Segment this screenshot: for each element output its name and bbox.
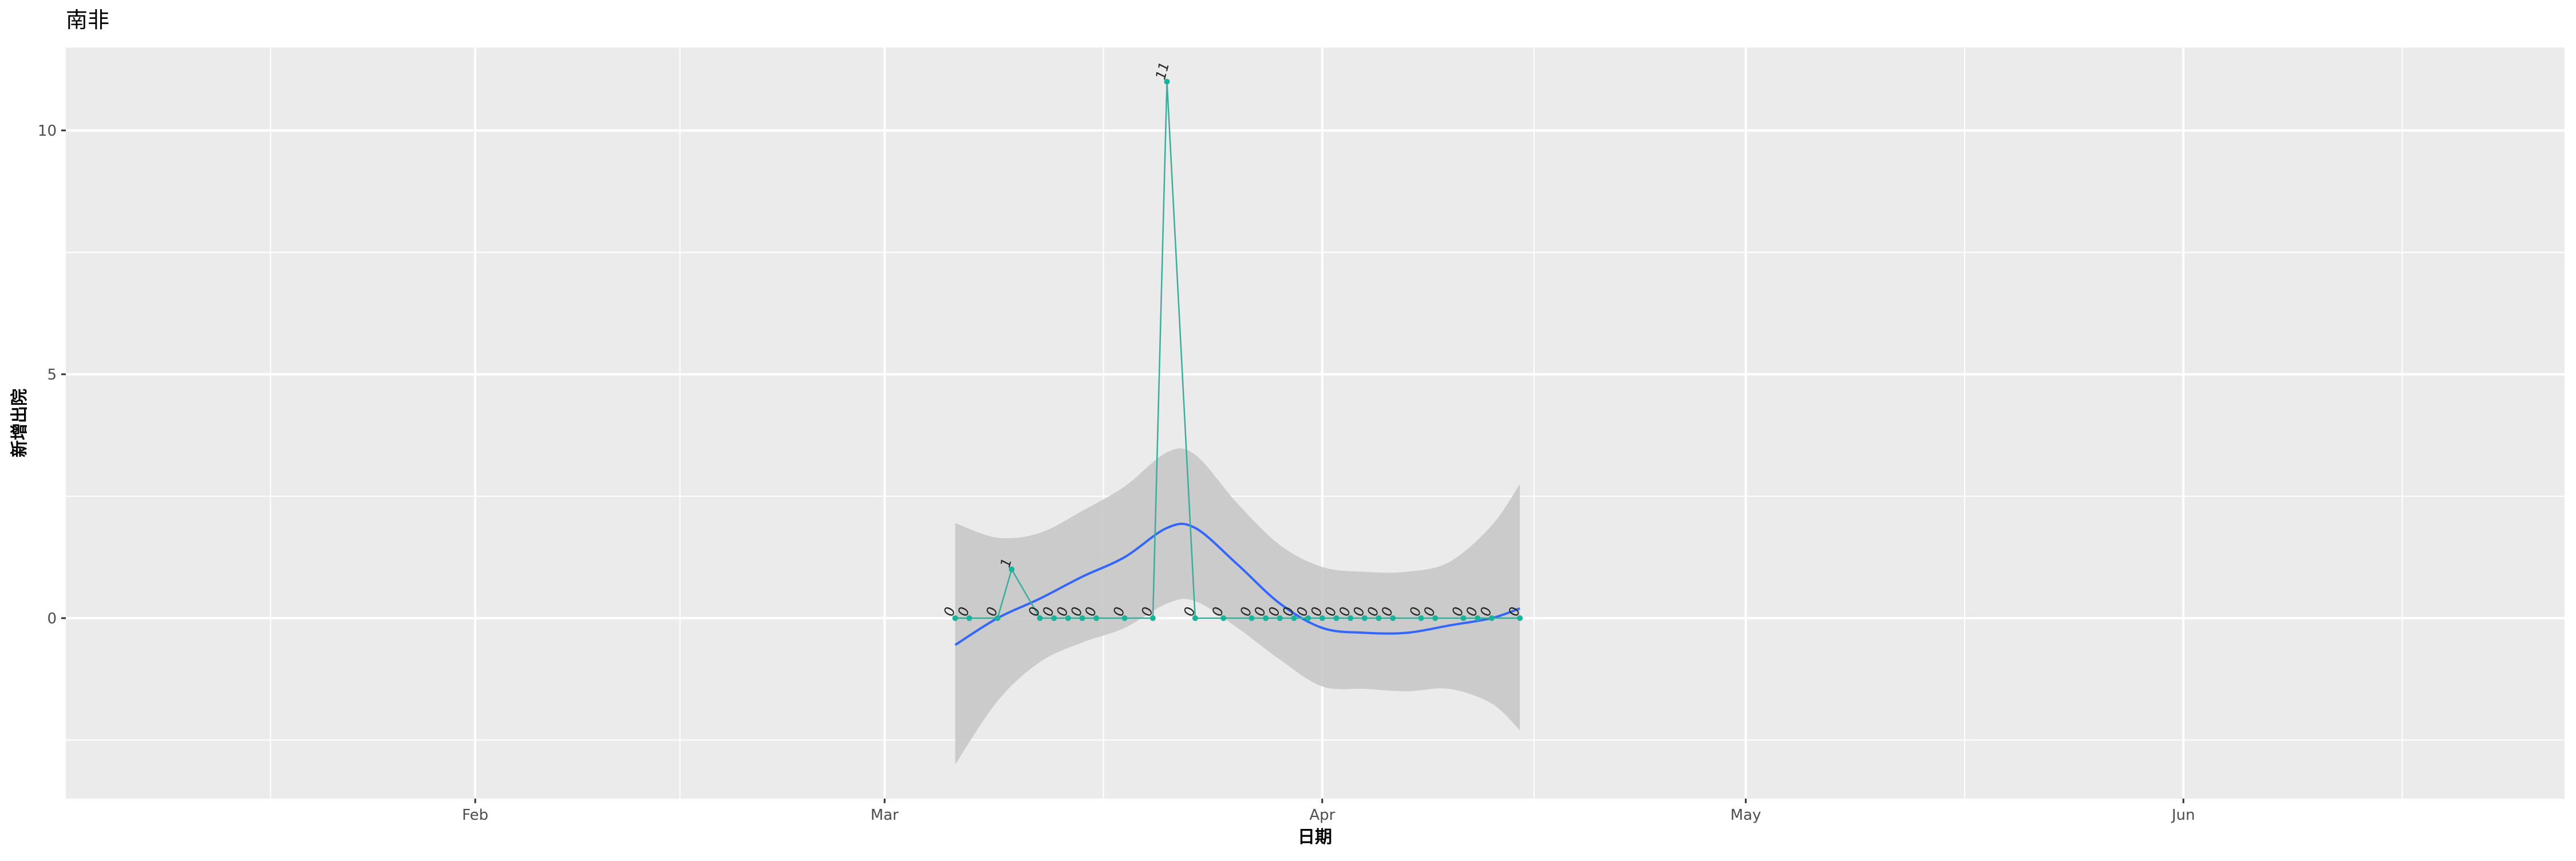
data-point: [1319, 615, 1325, 621]
data-point: [952, 615, 958, 621]
confidence-ribbon: [955, 448, 1520, 765]
data-label: 0: [1110, 605, 1128, 618]
data-point: [1361, 615, 1368, 621]
y-tick-label: 0: [47, 610, 57, 627]
data-label: 0: [1506, 605, 1523, 618]
data-label: 0: [1294, 605, 1311, 618]
data-point: [1376, 615, 1382, 621]
data-label: 0: [1054, 605, 1072, 618]
data-point: [1517, 615, 1523, 621]
confidence-band: [955, 448, 1520, 765]
x-tick-label: Jun: [2171, 807, 2195, 824]
data-point: [1249, 615, 1255, 621]
data-label: 0: [955, 605, 973, 618]
data-label: 0: [1463, 605, 1481, 618]
data-label: 0: [1025, 605, 1043, 618]
y-axis-label: 新增出院: [10, 389, 30, 457]
data-point: [1277, 615, 1283, 621]
data-point: [1121, 615, 1128, 621]
data-point: [1488, 615, 1495, 621]
data-label: 0: [1181, 605, 1199, 618]
data-label: 1: [997, 556, 1015, 569]
data-point: [1079, 615, 1085, 621]
data-point: [1220, 615, 1227, 621]
data-point: [1333, 615, 1340, 621]
data-label: 0: [1449, 605, 1467, 618]
x-axis-label: 日期: [1298, 827, 1332, 847]
data-point: [1432, 615, 1439, 621]
grid-lines: [66, 48, 2565, 799]
x-axis-ticks: Feb Mar Apr May Jun: [462, 799, 2195, 824]
data-point: [1192, 615, 1198, 621]
data-point: [1475, 615, 1481, 621]
data-point: [1305, 615, 1311, 621]
data-label: 0: [1082, 605, 1100, 618]
data-label: 0: [1364, 605, 1382, 618]
x-tick-label: Apr: [1309, 807, 1335, 824]
data-label: 0: [1350, 605, 1368, 618]
data-label: 0: [1279, 605, 1297, 618]
data-point: [1390, 615, 1396, 621]
chart-title: 南非: [66, 7, 109, 33]
data-point: [1164, 78, 1170, 85]
data-label: 0: [1406, 605, 1424, 618]
data-label: 0: [1209, 605, 1227, 618]
data-label: 0: [1378, 605, 1396, 618]
data-label: 0: [1139, 605, 1156, 618]
data-label: 0: [1421, 605, 1439, 618]
data-point: [1093, 615, 1100, 621]
data-point: [966, 615, 973, 621]
data-point: [1065, 615, 1071, 621]
data-points: [952, 78, 1523, 621]
data-point: [1009, 566, 1015, 572]
data-label: 0: [1477, 605, 1495, 618]
data-label: 0: [1237, 605, 1255, 618]
y-tick-label: 10: [38, 123, 57, 140]
data-point: [1348, 615, 1354, 621]
data-label: 0: [1040, 605, 1057, 618]
data-label: 0: [1308, 605, 1326, 618]
data-point: [994, 615, 1001, 621]
data-label: 0: [983, 605, 1001, 618]
x-tick-label: Feb: [462, 807, 488, 824]
data-point: [1263, 615, 1269, 621]
data-point: [1418, 615, 1424, 621]
data-label: 0: [941, 605, 958, 618]
data-label: 0: [1251, 605, 1269, 618]
data-label: 0: [1068, 605, 1085, 618]
data-point: [1291, 615, 1297, 621]
data-point: [1051, 615, 1057, 621]
data-label: 0: [1322, 605, 1340, 618]
x-tick-label: Mar: [871, 807, 899, 824]
data-label: 0: [1266, 605, 1283, 618]
smooth-curve: [954, 522, 1520, 646]
data-point: [1149, 615, 1156, 621]
y-axis-ticks: 0 5 10: [38, 123, 66, 627]
data-point: [1460, 615, 1467, 621]
plot-panel: [66, 48, 2565, 799]
data-point: [1037, 615, 1043, 621]
x-tick-label: May: [1730, 807, 1761, 824]
data-label: 0: [1336, 605, 1354, 618]
y-tick-label: 5: [47, 366, 57, 384]
